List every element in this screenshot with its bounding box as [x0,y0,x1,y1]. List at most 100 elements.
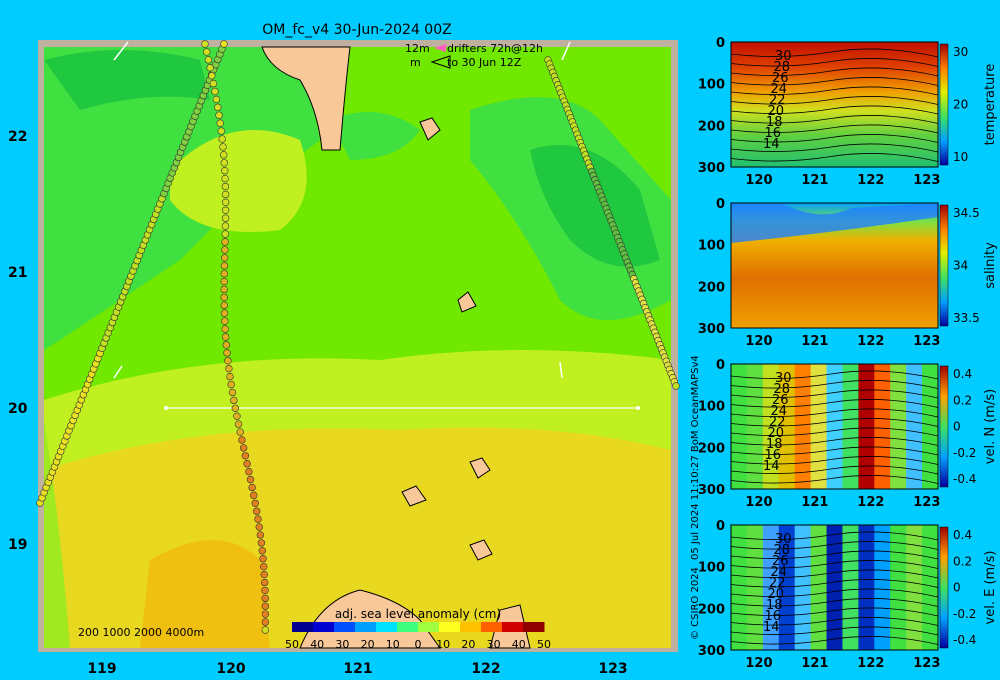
profile-colorbar-tick: 20 [953,98,968,112]
profile-field-cell [746,364,764,489]
contour-label: 26 [772,554,789,569]
profile-frame [730,202,939,329]
drifter-marker [218,135,226,143]
contour-line [730,427,939,437]
profile-field-cell [746,525,764,650]
contour-line [730,560,939,569]
profile-y-tick: 200 [698,602,725,617]
drifter-marker [227,380,235,389]
profile-x-tick: 120 [745,334,772,349]
profile-colorbar-tick: -0.2 [953,446,976,460]
drifter-marker [255,523,263,531]
drifter-marker [220,159,228,167]
drifter-marker [260,570,268,579]
drifter-marker [222,341,231,349]
drifter-marker [261,610,270,618]
drifter-marker [236,428,244,436]
profile-field-cell [731,364,748,489]
drifter-marker [221,167,229,175]
colorbar-tick: 30 [487,638,501,651]
drifter-marker [221,333,230,341]
profile-frame [730,524,939,651]
profile-field-cell [826,525,843,650]
contour-label: 30 [775,371,792,386]
drifter-legend-text: drifters 72h@12h [447,42,543,55]
profile-x-tick: 121 [801,334,828,349]
timestamp-text: 05 Jul 2024 11:10:27 BoM OceanMAPSv4 [690,355,701,560]
contour-line [730,550,939,560]
contour-line [730,77,939,86]
drifter-marker [221,174,229,183]
chart-title: OM_fc_v4 30-Jun-2024 00Z [262,22,451,38]
colorbar-tick: 50 [285,638,299,651]
colorbar-tick: 20 [461,638,475,651]
profile-field-cell [906,525,923,650]
contour-label: 14 [763,620,780,635]
profile-x-tick: 122 [857,173,884,188]
drifter-marker [221,190,230,199]
drifter-marker [250,491,258,500]
drifter-marker [221,325,229,333]
profile-y-tick: 100 [698,78,725,93]
contour-label: 24 [771,565,788,580]
drifter-legend-symbol [430,55,451,69]
contour-label: 18 [766,115,783,130]
contour-line [730,531,939,541]
contour-label: 20 [768,587,785,602]
drifter-marker [221,198,230,207]
drifter-marker [223,349,231,357]
colorbar-cell [292,622,314,632]
profile-colorbar-tick: 0 [953,581,961,595]
contour-line [730,370,939,380]
contour-label: 22 [769,576,786,591]
profile-x-tick: 123 [913,656,940,671]
contour-label: 28 [774,382,791,397]
profile-colorbar [939,526,949,649]
contour-line [730,67,939,77]
profile-x-tick: 123 [913,173,940,188]
drifter-marker [251,499,259,507]
sea-region-anomaly-high [140,540,270,648]
contour-line [730,446,939,456]
drifter-marker [234,420,243,428]
profile-colorbar-tick: -0.2 [953,607,976,621]
contour-label: 26 [772,393,789,408]
drifter-marker [220,254,229,262]
drifter-marker [206,64,214,72]
colorbar-cell [376,622,398,632]
map-y-tick: 22 [8,129,27,145]
drifter-marker [261,618,270,626]
drifter-marker [260,578,269,587]
profile-field-cell [842,364,859,489]
drifter-marker [252,507,261,515]
drifter-marker [220,285,228,294]
drifter-marker [220,309,229,317]
colorbar-cell [313,622,335,632]
land-north [261,46,351,151]
contour-line [730,399,939,408]
profile-colorbar-tick: -0.4 [953,472,976,486]
profile-ylabel: vel. E (m/s) [983,551,998,625]
contour-label: 20 [768,426,785,441]
colorbar-cell [502,622,524,632]
profile-field-cell [731,525,748,650]
contour-label: 14 [763,459,780,474]
contour-label: 26 [772,71,789,86]
profile-y-tick: 100 [698,561,725,576]
profile-field-cell [826,364,843,489]
profile-field-cell [874,364,891,489]
profile-ylabel: salinity [983,242,998,289]
colorbar-tick: 10 [386,638,400,651]
contour-line [730,579,939,588]
colorbar-label: adj. sea level anomaly (cm) [335,607,501,621]
drifter-marker [220,40,228,48]
profile-colorbar-tick: 10 [953,150,968,164]
drifter-marker [221,182,230,191]
contour-label: 16 [765,448,782,463]
colorbar-tick: 30 [335,638,349,651]
profile-y-tick: 200 [698,441,725,456]
vector-arrow [561,41,571,61]
contour-line [730,96,939,105]
